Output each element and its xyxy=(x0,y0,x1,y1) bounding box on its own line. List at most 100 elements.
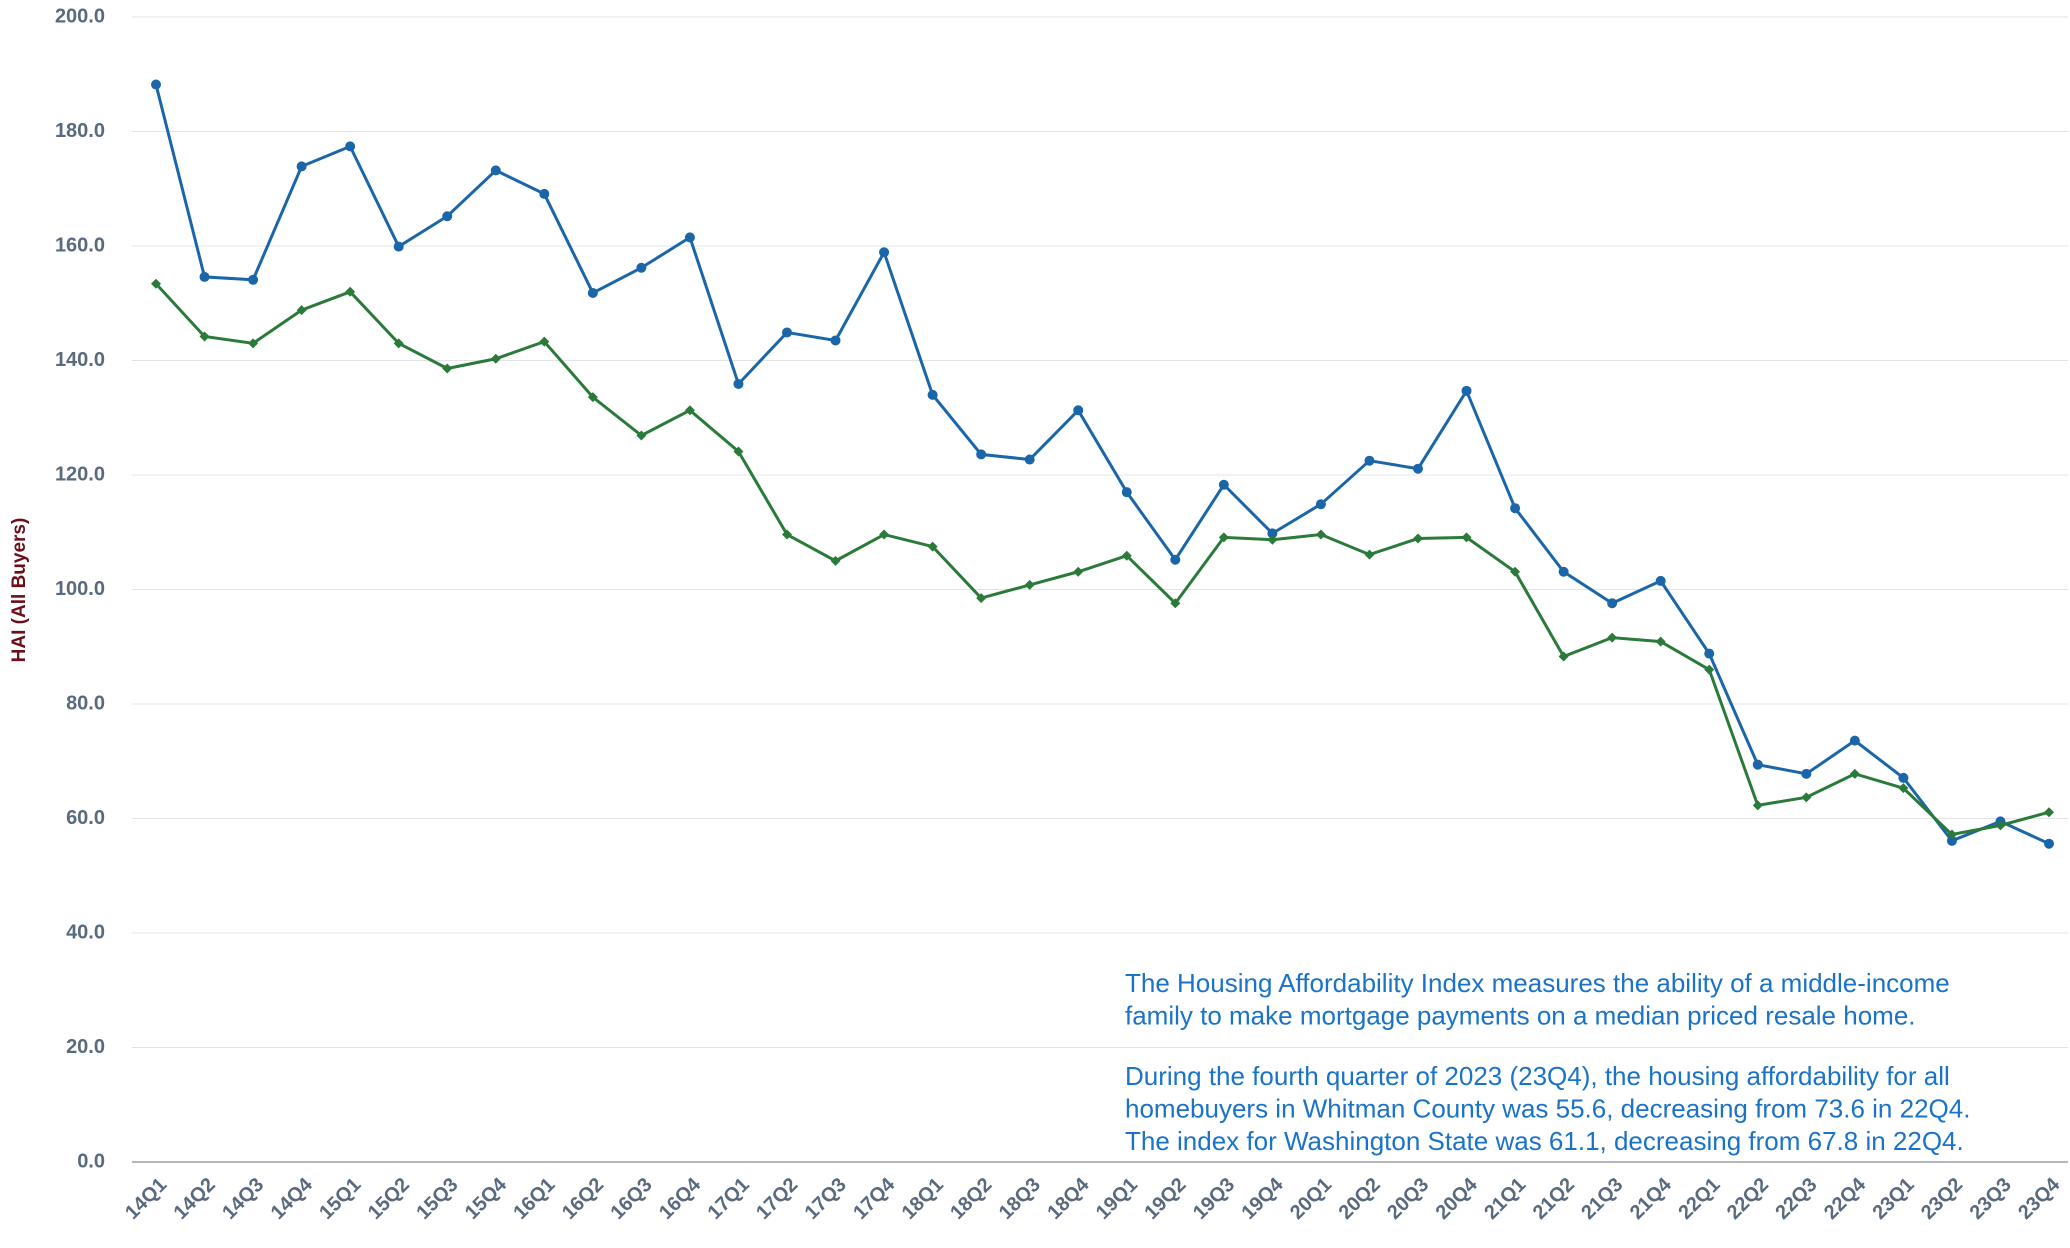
point-marker xyxy=(1170,598,1181,609)
point-marker xyxy=(296,161,307,172)
point-marker xyxy=(976,593,987,604)
point-marker xyxy=(1801,768,1812,779)
point-marker xyxy=(830,555,841,566)
x-tick-label: 22Q4 xyxy=(1820,1173,1871,1224)
point-marker xyxy=(151,79,161,90)
point-marker xyxy=(879,247,890,258)
x-tick-label: 19Q3 xyxy=(1189,1174,1239,1224)
point-marker xyxy=(1364,455,1375,466)
series-line xyxy=(154,84,2050,846)
point-marker xyxy=(1267,534,1278,545)
point-marker xyxy=(587,392,598,403)
x-tick-label: 14Q3 xyxy=(218,1174,268,1224)
point-marker xyxy=(1946,829,1957,840)
point-marker xyxy=(442,211,453,222)
x-tick-label: 18Q4 xyxy=(1043,1173,1094,1224)
annotation-text: The Housing Affordability Index measures… xyxy=(1125,968,1950,998)
x-tick-label: 20Q2 xyxy=(1335,1174,1385,1224)
x-tick-label: 19Q4 xyxy=(1237,1173,1288,1224)
point-marker xyxy=(151,278,161,289)
x-tick-label: 19Q2 xyxy=(1140,1174,1190,1224)
x-tick-label: 19Q1 xyxy=(1092,1174,1142,1224)
point-marker xyxy=(830,335,841,346)
point-marker xyxy=(1267,528,1278,539)
point-marker xyxy=(927,389,938,400)
x-tick-label: 18Q1 xyxy=(898,1174,948,1224)
x-tick-label: 17Q4 xyxy=(849,1173,900,1224)
point-marker xyxy=(1315,499,1326,510)
annotation-text: The index for Washington State was 61.1,… xyxy=(1125,1126,1964,1156)
point-marker xyxy=(1801,792,1812,803)
point-marker xyxy=(248,274,259,285)
x-tick-label: 23Q3 xyxy=(1966,1174,2016,1224)
x-tick-label: 15Q2 xyxy=(364,1174,414,1224)
y-tick-label: 20.0 xyxy=(66,1036,105,1058)
x-tick-label: 14Q4 xyxy=(267,1173,318,1224)
point-marker xyxy=(1655,575,1666,586)
point-marker xyxy=(1704,664,1715,675)
point-marker xyxy=(733,378,744,389)
point-marker xyxy=(587,287,598,298)
y-tick-label: 120.0 xyxy=(55,463,105,485)
point-marker xyxy=(1655,636,1666,647)
x-tick-label: 23Q4 xyxy=(2014,1173,2065,1224)
point-marker xyxy=(927,541,938,552)
x-tick-label: 21Q2 xyxy=(1529,1174,1579,1224)
x-tick-label: 20Q3 xyxy=(1383,1174,1433,1224)
x-tick-label: 21Q4 xyxy=(1626,1173,1677,1224)
point-marker xyxy=(345,141,356,152)
point-marker xyxy=(442,363,453,374)
point-marker xyxy=(636,430,647,441)
y-tick-label: 200.0 xyxy=(55,5,105,27)
x-tick-label: 23Q2 xyxy=(1917,1174,1967,1224)
point-marker xyxy=(539,188,550,199)
point-marker xyxy=(1315,529,1326,540)
point-marker xyxy=(1849,768,1860,779)
point-marker xyxy=(1024,454,1035,465)
point-marker xyxy=(2044,838,2054,849)
point-marker xyxy=(1558,651,1569,662)
series-line xyxy=(154,282,2050,837)
x-tick-label: 20Q4 xyxy=(1432,1173,1483,1224)
point-marker xyxy=(879,529,890,540)
point-marker xyxy=(1413,533,1423,544)
point-marker xyxy=(782,529,792,540)
x-tick-label: 20Q1 xyxy=(1286,1174,1336,1224)
point-marker xyxy=(684,232,695,243)
point-marker xyxy=(1752,800,1763,811)
x-tick-label: 23Q1 xyxy=(1868,1174,1918,1224)
annotation-text: During the fourth quarter of 2023 (23Q4)… xyxy=(1125,1061,1950,1091)
point-marker xyxy=(1073,566,1084,577)
x-tick-label: 16Q2 xyxy=(558,1174,608,1224)
point-marker xyxy=(1461,385,1472,396)
point-marker xyxy=(1995,820,2006,831)
x-tick-label: 17Q2 xyxy=(752,1174,802,1224)
x-tick-label: 14Q1 xyxy=(121,1174,171,1224)
point-marker xyxy=(1607,598,1618,609)
point-marker xyxy=(1752,759,1763,770)
point-marker xyxy=(1607,632,1618,643)
point-marker xyxy=(1898,783,1909,794)
point-marker xyxy=(636,262,647,273)
point-marker xyxy=(393,338,404,349)
x-tick-label: 14Q2 xyxy=(170,1174,220,1224)
point-marker xyxy=(976,449,987,460)
x-tick-label: 15Q4 xyxy=(461,1173,512,1224)
x-tick-label: 22Q2 xyxy=(1723,1174,1773,1224)
point-marker xyxy=(1558,566,1569,577)
point-marker xyxy=(1364,549,1375,560)
point-marker xyxy=(1121,550,1132,561)
point-marker xyxy=(490,165,501,176)
point-marker xyxy=(684,405,695,416)
point-marker xyxy=(1849,735,1860,746)
point-marker xyxy=(345,286,356,297)
point-marker xyxy=(1121,487,1132,498)
y-tick-label: 40.0 xyxy=(66,921,105,943)
x-tick-label: 18Q2 xyxy=(946,1174,996,1224)
point-marker xyxy=(393,241,404,252)
point-marker xyxy=(1898,772,1909,783)
point-marker xyxy=(1218,479,1229,490)
y-tick-label: 60.0 xyxy=(66,807,105,829)
x-tick-label: 21Q1 xyxy=(1480,1174,1530,1224)
